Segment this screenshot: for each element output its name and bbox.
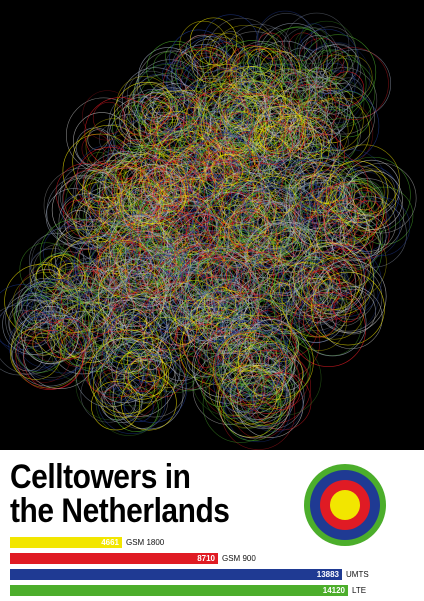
poster-title: Celltowers in the Netherlands (10, 460, 265, 528)
legend-label-gsm900: GSM 900 (222, 554, 256, 563)
bullseye-legend-icon (304, 464, 386, 546)
legend-bar-lte: 14120 (10, 585, 348, 596)
title-line-2: the Netherlands (10, 492, 230, 530)
legend-value-lte: 14120 (322, 586, 345, 595)
legend-row-gsm1800: 4661 GSM 1800 (10, 537, 420, 548)
celltower-coverage-circles (0, 10, 417, 450)
legend-bar-gsm1800: 4661 (10, 537, 122, 548)
legend-value-umts: 13883 (316, 570, 339, 579)
legend-bar-umts: 13883 (10, 569, 342, 580)
legend-value-gsm900: 8710 (197, 554, 215, 563)
legend-label-lte: LTE (352, 586, 367, 595)
coverage-circle-group (0, 10, 417, 450)
legend-label-gsm1800: GSM 1800 (126, 538, 165, 547)
legend-bar-gsm900: 8710 (10, 553, 218, 564)
legend-row-lte: 14120 LTE (10, 585, 420, 596)
legend-row-umts: 13883 UMTS (10, 569, 420, 580)
title-line-1: Celltowers in (10, 458, 191, 496)
legend-value-gsm1800: 4661 (101, 538, 119, 547)
legend-row-gsm900: 8710 GSM 900 (10, 553, 420, 564)
legend-label-umts: UMTS (346, 570, 369, 579)
celltower-map-artwork (0, 0, 424, 450)
ring-gsm1800 (330, 490, 360, 520)
legend: 4661 GSM 1800 8710 GSM 900 13883 UMTS 14… (10, 537, 420, 601)
